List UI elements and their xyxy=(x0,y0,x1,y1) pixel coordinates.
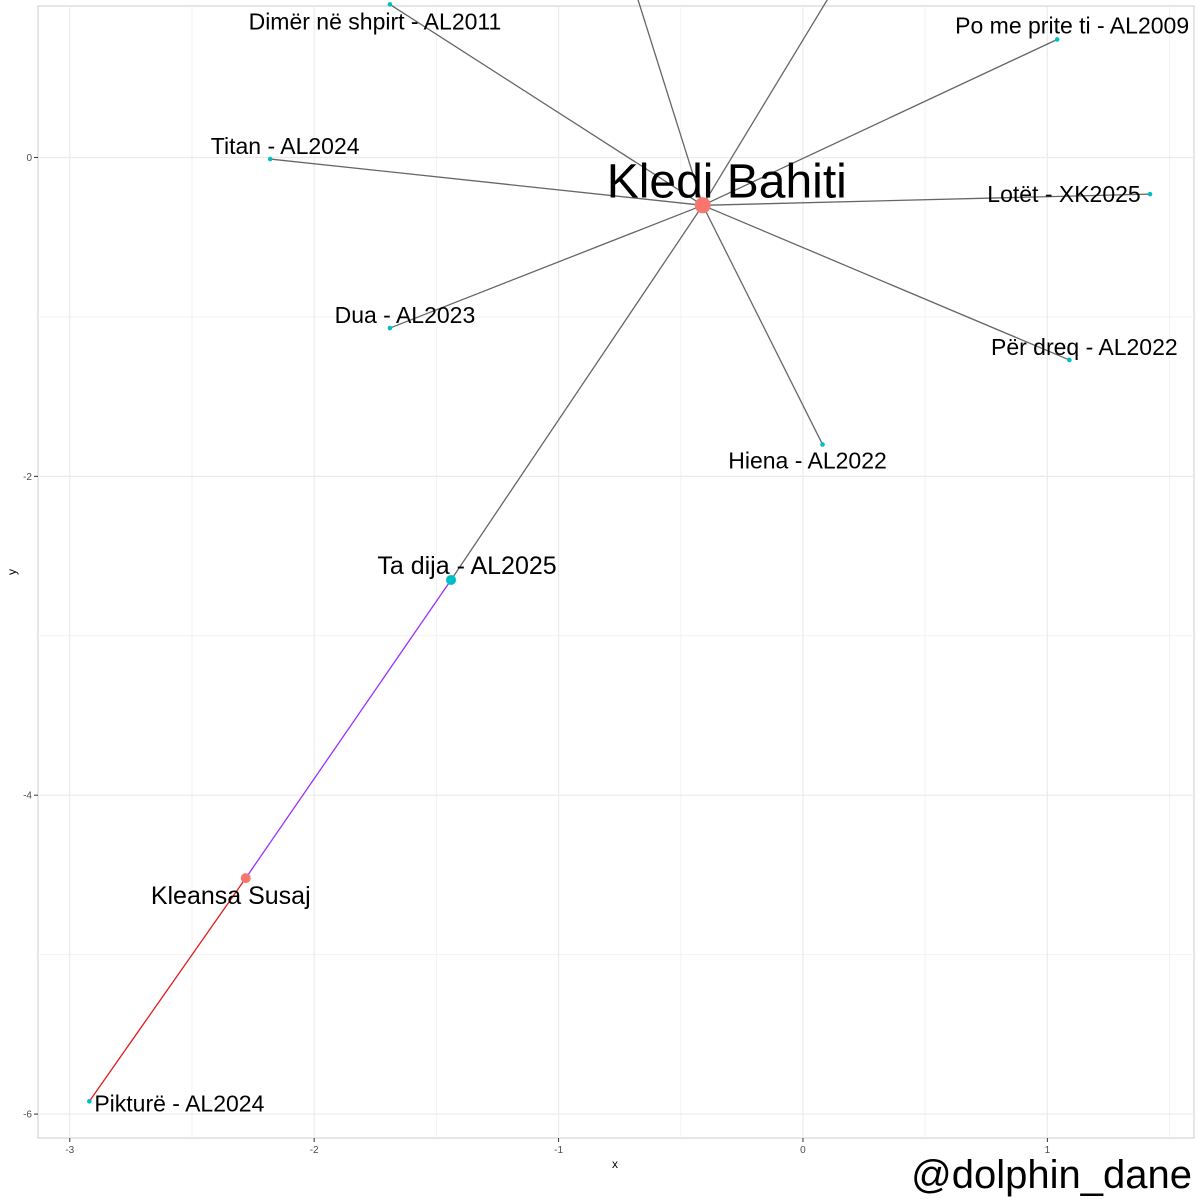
node-label-tadija: Ta dija - AL2025 xyxy=(377,552,556,580)
node-label-pome: Po me prite ti - AL2009 xyxy=(955,12,1189,38)
edges xyxy=(88,0,1151,1102)
edge-kledi-karma xyxy=(702,0,828,206)
edge-kledi-dimer xyxy=(389,3,704,206)
grid-major xyxy=(38,6,1194,1138)
edge-kledi-hiena xyxy=(702,205,824,445)
edge-tadija-kleansa xyxy=(245,579,452,879)
node-point-titan xyxy=(267,156,273,162)
y-axis-ticks: 0 -2 -4 -6 xyxy=(23,153,38,1121)
node-labels: Kledi Bahiti Kleansa Susaj Ta dija - AL202… xyxy=(94,8,1189,1116)
node-point-pikture xyxy=(87,1099,92,1104)
node-point-tadija xyxy=(446,574,457,585)
node-point-perdreq xyxy=(1067,357,1072,363)
edge-kledi-dua xyxy=(389,204,703,329)
node-point-lotet xyxy=(1147,191,1153,197)
node-point-kledi xyxy=(694,197,711,214)
y-tick-label: -2 xyxy=(23,472,32,483)
node-label-titan: Titan - AL2024 xyxy=(211,133,360,159)
node-label-lotet: Lotët - XK2025 xyxy=(987,181,1140,207)
y-tick-label: 0 xyxy=(26,153,32,164)
edge-kleansa-pikture xyxy=(88,877,247,1102)
node-point-pome xyxy=(1054,37,1060,42)
x-tick-label: 0 xyxy=(800,1145,806,1156)
node-point-kleansa xyxy=(240,873,251,884)
node-point-dimer xyxy=(387,2,393,7)
y-tick-label: -6 xyxy=(23,1110,32,1121)
x-axis-title: x xyxy=(612,1157,618,1171)
node-label-kledi: Kledi Bahiti xyxy=(607,155,847,208)
node-label-hiena: Hiena - AL2022 xyxy=(728,447,887,473)
grid-minor xyxy=(38,6,1194,1138)
x-tick-label: 1 xyxy=(1045,1145,1051,1156)
x-tick-label: -1 xyxy=(554,1145,563,1156)
node-point-hiena xyxy=(820,442,825,447)
node-label-pikture: Pikturë - AL2024 xyxy=(94,1090,264,1116)
plot-panel xyxy=(37,5,1195,1139)
edge-kledi-mbaje xyxy=(637,0,704,206)
node-label-dua: Dua - AL2023 xyxy=(335,302,476,328)
watermark-handle: @dolphin_dane xyxy=(911,1153,1192,1197)
x-tick-label: -2 xyxy=(310,1145,319,1156)
edge-kledi-lotet xyxy=(702,193,1151,206)
edge-kledi-tadija xyxy=(450,204,704,581)
nodes xyxy=(87,2,1153,1104)
node-point-dua xyxy=(387,325,393,331)
x-tick-label: -3 xyxy=(65,1145,74,1156)
edge-kledi-pome xyxy=(702,38,1058,206)
edge-kledi-perdreq xyxy=(702,204,1070,361)
y-axis-title: y xyxy=(5,569,19,575)
node-label-dimer: Dimër në shpirt - AL2011 xyxy=(249,8,502,34)
y-tick-label: -4 xyxy=(23,791,32,802)
node-label-perdreq: Për dreq - AL2022 xyxy=(991,334,1178,360)
edge-kledi-titan xyxy=(270,158,703,206)
x-axis-ticks: -3 -2 -1 0 1 xyxy=(65,1138,1051,1156)
node-label-kleansa: Kleansa Susaj xyxy=(151,882,311,910)
